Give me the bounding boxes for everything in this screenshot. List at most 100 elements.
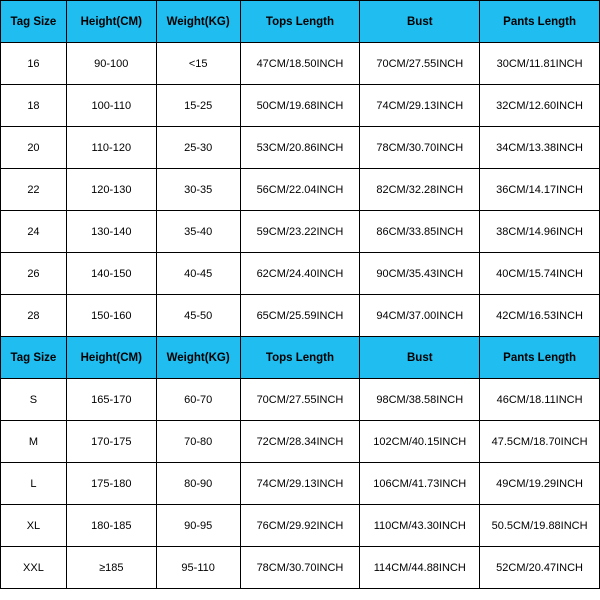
header-cell: Tag Size [1, 1, 67, 43]
table-cell: 165-170 [66, 379, 156, 421]
table-row: 24130-14035-4059CM/23.22INCH86CM/33.85IN… [1, 211, 600, 253]
table-cell: 24 [1, 211, 67, 253]
header-cell: Weight(KG) [156, 337, 240, 379]
table-cell: 76CM/29.92INCH [240, 505, 360, 547]
header-cell: Height(CM) [66, 1, 156, 43]
table-cell: 110CM/43.30INCH [360, 505, 480, 547]
table-cell: 74CM/29.13INCH [240, 463, 360, 505]
table-cell: 53CM/20.86INCH [240, 127, 360, 169]
table-cell: 22 [1, 169, 67, 211]
table-cell: 50CM/19.68INCH [240, 85, 360, 127]
table-cell: 47CM/18.50INCH [240, 43, 360, 85]
table-cell: 78CM/30.70INCH [240, 547, 360, 589]
size-chart-table: Tag SizeHeight(CM)Weight(KG)Tops LengthB… [0, 0, 600, 589]
table-cell: 60-70 [156, 379, 240, 421]
header-cell: Bust [360, 337, 480, 379]
header-cell: Bust [360, 1, 480, 43]
table-cell: 20 [1, 127, 67, 169]
table-cell: 72CM/28.34INCH [240, 421, 360, 463]
table-cell: 42CM/16.53INCH [480, 295, 600, 337]
table-cell: 80-90 [156, 463, 240, 505]
table-cell: 140-150 [66, 253, 156, 295]
header-cell: Tops Length [240, 1, 360, 43]
table-row: 20110-12025-3053CM/20.86INCH78CM/30.70IN… [1, 127, 600, 169]
table-cell: XL [1, 505, 67, 547]
table-cell: 26 [1, 253, 67, 295]
table-cell: XXL [1, 547, 67, 589]
table-cell: 180-185 [66, 505, 156, 547]
table-cell: 95-110 [156, 547, 240, 589]
table-row: 1690-100<1547CM/18.50INCH70CM/27.55INCH3… [1, 43, 600, 85]
table-cell: 120-130 [66, 169, 156, 211]
header-cell: Tops Length [240, 337, 360, 379]
header-cell: Tag Size [1, 337, 67, 379]
table-cell: 78CM/30.70INCH [360, 127, 480, 169]
header-cell: Height(CM) [66, 337, 156, 379]
table-cell: <15 [156, 43, 240, 85]
table-cell: S [1, 379, 67, 421]
table-cell: 175-180 [66, 463, 156, 505]
table-cell: 15-25 [156, 85, 240, 127]
header-row: Tag SizeHeight(CM)Weight(KG)Tops LengthB… [1, 337, 600, 379]
table-cell: 59CM/23.22INCH [240, 211, 360, 253]
table-row: 18100-11015-2550CM/19.68INCH74CM/29.13IN… [1, 85, 600, 127]
table-cell: 45-50 [156, 295, 240, 337]
table-cell: M [1, 421, 67, 463]
table-cell: 130-140 [66, 211, 156, 253]
table-cell: 70CM/27.55INCH [240, 379, 360, 421]
table-cell: 36CM/14.17INCH [480, 169, 600, 211]
table-cell: 90-100 [66, 43, 156, 85]
table-cell: 46CM/18.11INCH [480, 379, 600, 421]
table-cell: 86CM/33.85INCH [360, 211, 480, 253]
header-row: Tag SizeHeight(CM)Weight(KG)Tops LengthB… [1, 1, 600, 43]
table-cell: 56CM/22.04INCH [240, 169, 360, 211]
table-row: XL180-18590-9576CM/29.92INCH110CM/43.30I… [1, 505, 600, 547]
table-cell: 62CM/24.40INCH [240, 253, 360, 295]
header-cell: Pants Length [480, 337, 600, 379]
table-cell: 25-30 [156, 127, 240, 169]
table-cell: 28 [1, 295, 67, 337]
table-cell: L [1, 463, 67, 505]
table-cell: 150-160 [66, 295, 156, 337]
table-cell: 82CM/32.28INCH [360, 169, 480, 211]
table-cell: 40-45 [156, 253, 240, 295]
table-cell: 94CM/37.00INCH [360, 295, 480, 337]
table-cell: 30-35 [156, 169, 240, 211]
table-cell: 30CM/11.81INCH [480, 43, 600, 85]
table-cell: 170-175 [66, 421, 156, 463]
table-cell: 90-95 [156, 505, 240, 547]
table-row: L175-18080-9074CM/29.13INCH106CM/41.73IN… [1, 463, 600, 505]
table-row: 22120-13030-3556CM/22.04INCH82CM/32.28IN… [1, 169, 600, 211]
table-row: M170-17570-8072CM/28.34INCH102CM/40.15IN… [1, 421, 600, 463]
table-cell: 70CM/27.55INCH [360, 43, 480, 85]
table-cell: 106CM/41.73INCH [360, 463, 480, 505]
table-cell: 102CM/40.15INCH [360, 421, 480, 463]
table-cell: 50.5CM/19.88INCH [480, 505, 600, 547]
table-row: 28150-16045-5065CM/25.59INCH94CM/37.00IN… [1, 295, 600, 337]
table-cell: 74CM/29.13INCH [360, 85, 480, 127]
header-cell: Pants Length [480, 1, 600, 43]
table-cell: 110-120 [66, 127, 156, 169]
table-cell: 40CM/15.74INCH [480, 253, 600, 295]
table-row: 26140-15040-4562CM/24.40INCH90CM/35.43IN… [1, 253, 600, 295]
table-row: XXL≥18595-11078CM/30.70INCH114CM/44.88IN… [1, 547, 600, 589]
table-cell: 32CM/12.60INCH [480, 85, 600, 127]
table-cell: 65CM/25.59INCH [240, 295, 360, 337]
table-cell: 114CM/44.88INCH [360, 547, 480, 589]
size-chart-body: Tag SizeHeight(CM)Weight(KG)Tops LengthB… [1, 1, 600, 589]
table-cell: 38CM/14.96INCH [480, 211, 600, 253]
table-cell: 49CM/19.29INCH [480, 463, 600, 505]
table-cell: 90CM/35.43INCH [360, 253, 480, 295]
table-cell: 16 [1, 43, 67, 85]
table-cell: ≥185 [66, 547, 156, 589]
table-cell: 47.5CM/18.70INCH [480, 421, 600, 463]
table-cell: 100-110 [66, 85, 156, 127]
header-cell: Weight(KG) [156, 1, 240, 43]
table-row: S165-17060-7070CM/27.55INCH98CM/38.58INC… [1, 379, 600, 421]
table-cell: 35-40 [156, 211, 240, 253]
table-cell: 98CM/38.58INCH [360, 379, 480, 421]
table-cell: 52CM/20.47INCH [480, 547, 600, 589]
table-cell: 18 [1, 85, 67, 127]
table-cell: 34CM/13.38INCH [480, 127, 600, 169]
table-cell: 70-80 [156, 421, 240, 463]
